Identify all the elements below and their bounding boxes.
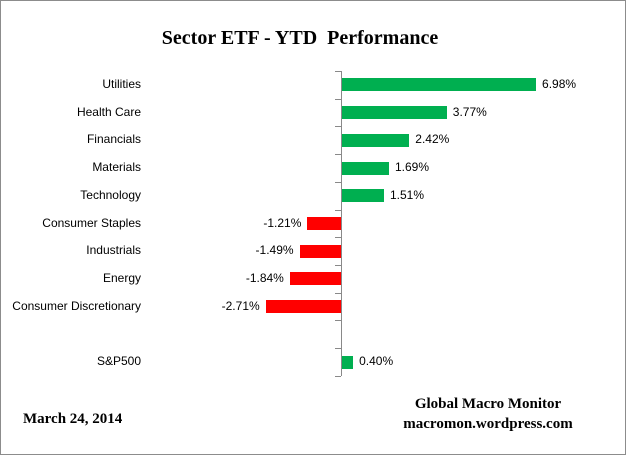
axis-tick bbox=[335, 348, 341, 350]
axis-tick bbox=[335, 126, 341, 128]
axis-tick bbox=[335, 292, 341, 294]
bar-industrials bbox=[299, 244, 341, 258]
bar-consumer-discretionary bbox=[265, 300, 341, 314]
category-label-materials: Materials bbox=[92, 160, 141, 175]
value-label-s-p500: 0.40% bbox=[359, 354, 394, 369]
axis-tick bbox=[335, 320, 341, 322]
category-label-technology: Technology bbox=[80, 187, 141, 202]
category-label-energy: Energy bbox=[102, 271, 141, 286]
category-label-health-care: Health Care bbox=[76, 104, 141, 119]
date-label: March 24, 2014 bbox=[23, 411, 123, 427]
value-axis-line bbox=[341, 71, 342, 376]
axis-tick bbox=[335, 265, 341, 267]
credit-line2: macromon.wordpress.com bbox=[403, 416, 573, 432]
value-label-utilities: 6.98% bbox=[542, 77, 577, 91]
credit-line1: Global Macro Monitor bbox=[414, 396, 562, 412]
value-label-financials: 2.42% bbox=[415, 132, 450, 147]
value-label-health-care: 3.77% bbox=[452, 104, 487, 119]
value-label-industrials: -1.49% bbox=[255, 243, 294, 258]
bar-materials bbox=[342, 161, 389, 175]
axis-tick bbox=[335, 209, 341, 211]
value-label-energy: -1.84% bbox=[245, 271, 284, 286]
category-label-consumer-staples: Consumer Staples bbox=[42, 215, 141, 230]
bar-consumer-staples bbox=[307, 216, 341, 230]
category-label-industrials: Industrials bbox=[86, 243, 141, 258]
category-label-utilities: Utilities bbox=[102, 77, 141, 91]
category-label-financials: Financials bbox=[86, 132, 141, 147]
axis-tick bbox=[335, 237, 341, 239]
axis-tick bbox=[335, 154, 341, 156]
bar-health-care bbox=[342, 106, 447, 120]
value-label-consumer-staples: -1.21% bbox=[263, 215, 302, 230]
value-label-consumer-discretionary: -2.71% bbox=[221, 298, 260, 313]
bar-utilities bbox=[342, 78, 537, 92]
chart-title: Sector ETF - YTD Performance bbox=[161, 27, 439, 49]
category-label-consumer-discretionary: Consumer Discretionary bbox=[12, 298, 141, 313]
bar-energy bbox=[289, 272, 341, 286]
bar-s-p500 bbox=[342, 355, 354, 369]
bar-financials bbox=[342, 133, 410, 147]
axis-tick bbox=[335, 375, 341, 377]
value-label-technology: 1.51% bbox=[389, 187, 424, 202]
category-label-s-p500: S&P500 bbox=[96, 354, 141, 369]
bar-technology bbox=[342, 189, 384, 203]
value-label-materials: 1.69% bbox=[394, 160, 429, 175]
credit-block: Global Macro Monitor macromon.wordpress.… bbox=[378, 394, 598, 434]
axis-tick bbox=[335, 181, 341, 183]
axis-tick bbox=[335, 98, 341, 100]
axis-tick bbox=[335, 71, 341, 72]
